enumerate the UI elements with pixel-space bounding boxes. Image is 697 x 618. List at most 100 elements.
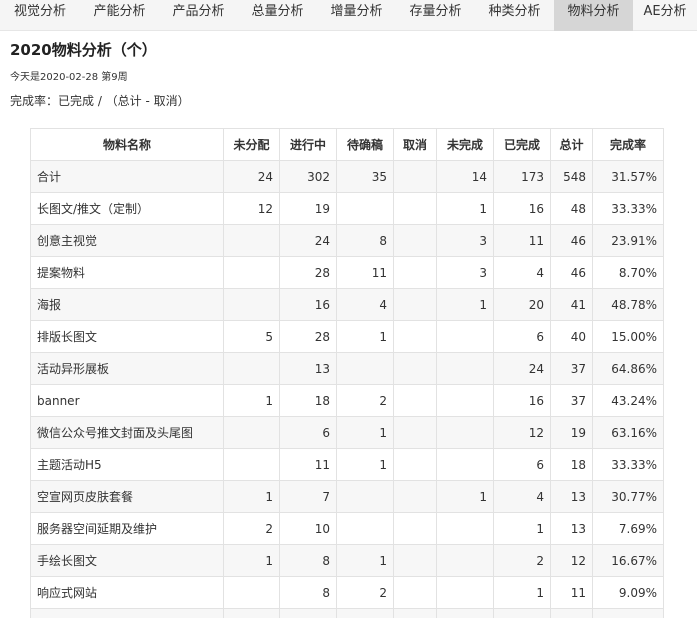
cell-in-progress: 28 (279, 256, 337, 289)
column-header-cancelled[interactable]: 取消 (393, 128, 437, 161)
cell-incomplete (436, 544, 494, 577)
tab-bar: 视觉分析 产能分析 产品分析 总量分析 增量分析 存量分析 种类分析 物料分析 … (0, 0, 697, 31)
cell-cancelled (393, 288, 437, 321)
material-table: 物料名称 未分配 进行中 待确稿 取消 未完成 已完成 总计 完成率 合计 24 302 35 14 17… (30, 128, 664, 618)
cell-total: 48 (550, 192, 593, 225)
cell-incomplete (436, 320, 494, 353)
cell-incomplete (436, 512, 494, 545)
cell-completion-rate: 15.00% (592, 320, 664, 353)
cell-completion-rate (592, 608, 664, 618)
cell-incomplete: 1 (436, 192, 494, 225)
cell-cancelled (393, 160, 437, 193)
cell-cancelled (393, 320, 437, 353)
cell-completed: 1 (493, 512, 551, 545)
cell-in-progress: 8 (279, 544, 337, 577)
column-header-in-progress[interactable]: 进行中 (279, 128, 337, 161)
cell-in-progress: 11 (279, 448, 337, 481)
cell-completed: 2 (493, 544, 551, 577)
cell-incomplete (436, 608, 494, 618)
cell-incomplete (436, 448, 494, 481)
cell-unassigned: 5 (223, 320, 280, 353)
tab-total-analysis[interactable]: 总量分析 (251, 4, 304, 19)
cell-cancelled (393, 480, 437, 513)
column-header-total[interactable]: 总计 (550, 128, 593, 161)
table-row: 提案物料 28 11 3 4 46 8.70% (30, 256, 664, 289)
cell-completed: 6 (493, 320, 551, 353)
cell-completed: 4 (493, 480, 551, 513)
column-header-unassigned[interactable]: 未分配 (223, 128, 280, 161)
cell-unassigned (223, 576, 280, 609)
cell-unassigned: 24 (223, 160, 280, 193)
cell-completion-rate: 30.77% (592, 480, 664, 513)
cell-completion-rate: 23.91% (592, 224, 664, 257)
table-row: 主题活动H5 11 1 6 18 33.33% (30, 448, 664, 481)
cell-completed: 12 (493, 416, 551, 449)
cell-material-name: 主题活动H5 (30, 448, 224, 481)
cell-in-progress: 10 (279, 512, 337, 545)
cell-total (550, 608, 593, 618)
column-header-incomplete[interactable]: 未完成 (436, 128, 494, 161)
cell-total: 12 (550, 544, 593, 577)
tab-material-analysis[interactable]: 物料分析 (554, 0, 633, 31)
tab-increment-analysis[interactable]: 增量分析 (330, 4, 383, 19)
cell-incomplete: 1 (436, 288, 494, 321)
cell-completed: 1 (493, 576, 551, 609)
cell-material-name: 排版长图文 (30, 320, 224, 353)
cell-total: 37 (550, 384, 593, 417)
cell-unassigned (223, 352, 280, 385)
cell-completion-rate: 64.86% (592, 352, 664, 385)
cell-unassigned: 1 (223, 384, 280, 417)
cell-completed: 16 (493, 192, 551, 225)
cell-cancelled (393, 352, 437, 385)
cell-total: 11 (550, 576, 593, 609)
cell-pending-confirm: 1 (336, 448, 394, 481)
cell-pending-confirm (336, 608, 394, 618)
table-row: banner 1 18 2 16 37 43.24% (30, 384, 664, 417)
cell-completed: 16 (493, 384, 551, 417)
cell-material-name: 服务器空间延期及维护 (30, 512, 224, 545)
cell-completion-rate: 16.67% (592, 544, 664, 577)
cell-incomplete (436, 384, 494, 417)
tab-ae-analysis[interactable]: AE分析 (643, 4, 687, 19)
tab-product-analysis[interactable]: 产品分析 (172, 4, 225, 19)
cell-incomplete: 14 (436, 160, 494, 193)
cell-material-name: 合计 (30, 160, 224, 193)
column-header-material-name[interactable]: 物料名称 (30, 128, 224, 161)
cell-in-progress: 8 (279, 576, 337, 609)
tab-stock-analysis[interactable]: 存量分析 (409, 4, 462, 19)
cell-incomplete: 3 (436, 224, 494, 257)
cell-cancelled (393, 384, 437, 417)
column-header-pending-confirm[interactable]: 待确稿 (336, 128, 394, 161)
cell-total: 548 (550, 160, 593, 193)
tab-capacity-analysis[interactable]: 产能分析 (93, 4, 146, 19)
cell-cancelled (393, 448, 437, 481)
cell-completion-rate: 7.69% (592, 512, 664, 545)
tab-visual-analysis[interactable]: 视觉分析 (13, 4, 66, 19)
cell-total: 13 (550, 480, 593, 513)
table-row (30, 608, 664, 618)
cell-in-progress: 7 (279, 480, 337, 513)
cell-in-progress: 302 (279, 160, 337, 193)
cell-cancelled (393, 608, 437, 618)
cell-total: 18 (550, 448, 593, 481)
table-row: 长图文/推文（定制） 12 19 1 16 48 33.33% (30, 192, 664, 225)
cell-completion-rate: 43.24% (592, 384, 664, 417)
column-header-completed[interactable]: 已完成 (493, 128, 551, 161)
cell-material-name: 创意主视觉 (30, 224, 224, 257)
cell-completion-rate: 31.57% (592, 160, 664, 193)
cell-incomplete (436, 576, 494, 609)
cell-completed (493, 608, 551, 618)
tab-type-analysis[interactable]: 种类分析 (488, 4, 541, 19)
column-header-completion-rate[interactable]: 完成率 (592, 128, 664, 161)
cell-in-progress: 24 (279, 224, 337, 257)
cell-material-name: 长图文/推文（定制） (30, 192, 224, 225)
cell-pending-confirm: 2 (336, 384, 394, 417)
cell-pending-confirm: 1 (336, 416, 394, 449)
cell-completed: 11 (493, 224, 551, 257)
cell-unassigned (223, 224, 280, 257)
cell-pending-confirm: 11 (336, 256, 394, 289)
table-header-row: 物料名称 未分配 进行中 待确稿 取消 未完成 已完成 总计 完成率 (30, 128, 664, 161)
cell-unassigned (223, 448, 280, 481)
cell-material-name: 手绘长图文 (30, 544, 224, 577)
cell-unassigned (223, 416, 280, 449)
